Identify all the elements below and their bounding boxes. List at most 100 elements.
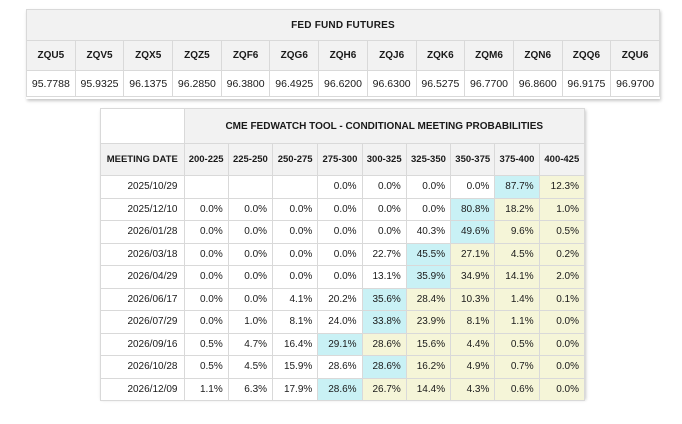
contract-header: ZQQ6 [561,40,612,71]
contract-price: 96.3800 [220,70,271,97]
rate-range-header: 200-225 [183,143,229,176]
meeting-row: 2026/10/28 0.5% 4.5% 15.9% 28.6% 28.6% 16.2% 4.… [100,355,586,379]
contract-price: 96.9700 [610,70,660,97]
probability-cell: 2.0% [538,265,586,289]
meeting-date: 2026/04/29 [100,265,185,289]
probability-cell: 0.0% [361,197,407,221]
contract-header: ZQZ5 [172,40,222,71]
probability-cell: 18.2% [494,197,540,221]
meeting-date: 2026/03/18 [100,242,185,266]
probability-cell: 26.7% [361,377,407,401]
probability-cell: 0.0% [183,265,229,289]
probability-cell: 0.0% [361,220,407,244]
probability-cell: 14.4% [405,377,452,401]
meeting-date: 2025/10/29 [100,175,185,199]
probability-cell: 0.0% [361,175,407,199]
probability-cell: 23.9% [405,310,452,334]
probability-cell: 4.5% [227,355,274,379]
probability-cell: 80.8% [450,197,496,221]
probability-cell: 1.1% [494,310,540,334]
contract-header: ZQX5 [123,40,174,71]
contract-header: ZQK6 [415,40,466,71]
probability-cell [272,175,319,199]
rate-range-header: 250-275 [272,143,319,176]
rate-range-header: 275-300 [317,143,363,176]
contract-price: 95.9325 [74,70,125,97]
probability-cell: 4.1% [272,287,319,311]
futures-title: FED FUND FUTURES [26,9,660,41]
meeting-date: 2026/01/28 [100,220,185,244]
probability-cell: 17.9% [272,377,319,401]
futures-table: FED FUND FUTURES ZQU5 ZQV5 ZQX5 ZQZ5 ZQF6 ZQG… [26,9,660,97]
probability-cell: 16.2% [405,355,452,379]
contract-header: ZQG6 [269,40,320,71]
meeting-date: 2026/10/28 [100,355,185,379]
probability-cell: 0.0% [272,220,319,244]
probability-cell: 16.4% [272,332,319,356]
probability-cell: 0.0% [272,265,319,289]
probability-cell: 0.0% [183,197,229,221]
rate-range-header: 350-375 [450,143,496,176]
probability-cell: 0.0% [227,242,274,266]
probability-cell: 40.3% [405,220,452,244]
probability-cell: 0.1% [538,287,586,311]
contract-price: 95.7788 [26,70,76,97]
contract-price: 96.4925 [269,70,320,97]
meeting-date-header: MEETING DATE [100,143,185,176]
probability-cell: 0.0% [317,175,363,199]
rate-range-header: 375-400 [494,143,540,176]
probability-cell: 4.3% [450,377,496,401]
meeting-date: 2026/06/17 [100,287,185,311]
rate-range-header: 325-350 [405,143,452,176]
probability-cell: 9.6% [494,220,540,244]
contract-header: ZQF6 [220,40,271,71]
probability-cell: 87.7% [494,175,540,199]
probability-cell: 49.6% [450,220,496,244]
probability-cell: 0.0% [183,220,229,244]
probability-cell: 0.5% [538,220,586,244]
meeting-row: 2026/03/18 0.0% 0.0% 0.0% 0.0% 22.7% 45.5% 27.1… [100,242,586,266]
probability-cell: 0.0% [317,220,363,244]
probability-cell: 0.0% [405,197,452,221]
rate-range-header: 400-425 [538,143,586,176]
probability-cell: 33.8% [361,310,407,334]
meeting-date: 2026/07/29 [100,310,185,334]
contract-header: ZQM6 [464,40,514,71]
contract-price: 96.6300 [366,70,417,97]
probability-cell: 0.0% [450,175,496,199]
probabilities-table: CME FEDWATCH TOOL - CONDITIONAL MEETING … [100,108,586,401]
meeting-row: 2026/01/28 0.0% 0.0% 0.0% 0.0% 0.0% 40.3% 49.6%… [100,220,586,244]
fedwatch-probabilities-panel: CME FEDWATCH TOOL - CONDITIONAL MEETING … [100,108,586,401]
contract-header: ZQN6 [512,40,563,71]
probability-cell: 0.0% [317,265,363,289]
probability-cell: 0.2% [538,242,586,266]
probability-cell [227,175,274,199]
probability-cell [183,175,229,199]
meeting-date: 2026/12/09 [100,377,185,401]
contract-header: ZQU6 [610,40,660,71]
probability-cell: 45.5% [405,242,452,266]
probability-cell: 0.6% [494,377,540,401]
probability-cell: 4.9% [450,355,496,379]
futures-price-row: 95.7788 95.9325 96.1375 96.2850 96.3800 96.49… [26,70,660,97]
probability-cell: 13.1% [361,265,407,289]
contract-header: ZQJ6 [366,40,417,71]
probability-cell: 0.0% [183,242,229,266]
contract-price: 96.5275 [415,70,466,97]
meeting-row: 2026/12/09 1.1% 6.3% 17.9% 28.6% 26.7% 14.4% 4.… [100,377,586,401]
probability-cell: 1.0% [227,310,274,334]
probability-cell: 0.0% [317,197,363,221]
probability-cell: 35.6% [361,287,407,311]
probability-cell: 1.4% [494,287,540,311]
probability-cell: 0.0% [405,175,452,199]
probability-cell: 28.6% [317,355,363,379]
contract-price: 96.1375 [123,70,174,97]
probability-cell: 4.4% [450,332,496,356]
probability-cell: 0.0% [538,355,586,379]
contract-price: 96.8600 [512,70,563,97]
probability-cell: 28.6% [361,332,407,356]
probability-cell: 20.2% [317,287,363,311]
probability-cell: 4.7% [227,332,274,356]
probability-cell: 0.0% [272,197,319,221]
probability-cell: 24.0% [317,310,363,334]
